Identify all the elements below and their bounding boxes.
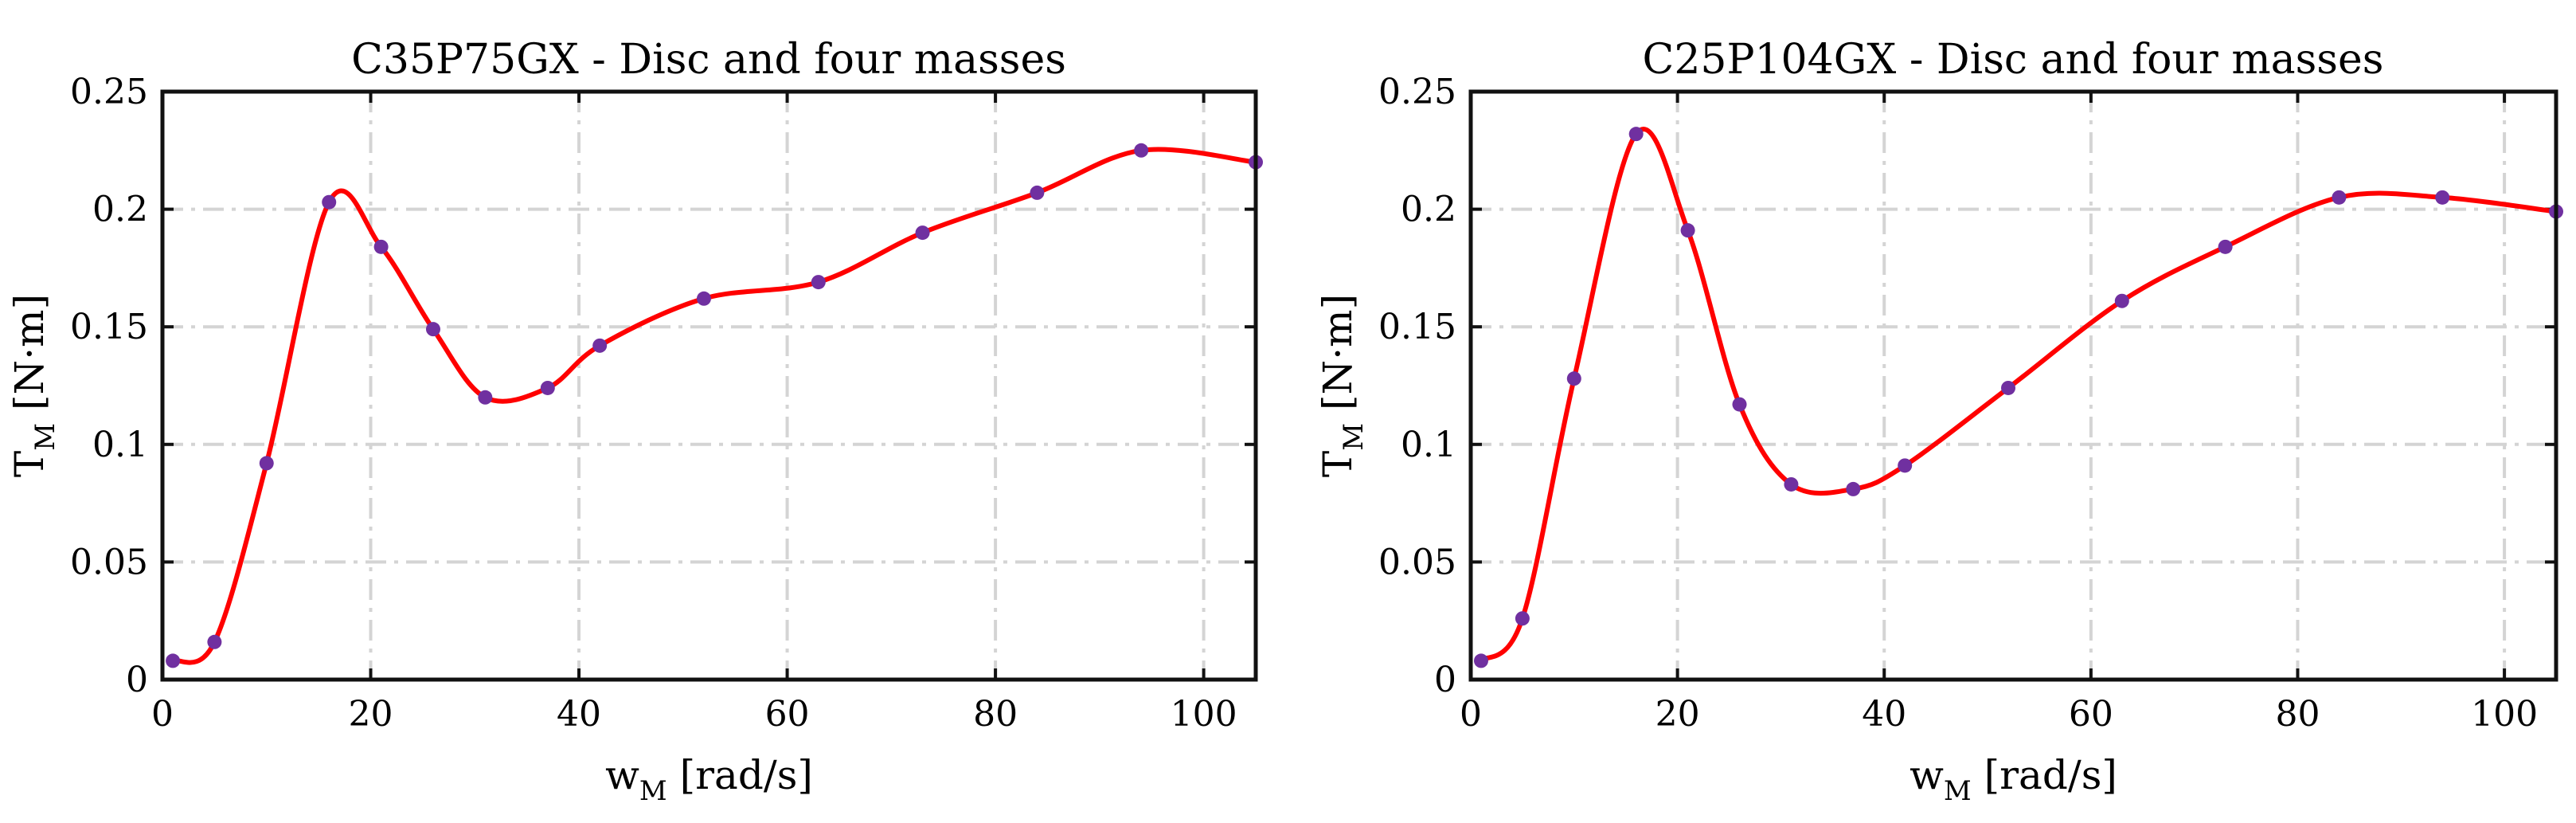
series-line xyxy=(1479,127,2556,664)
x-tick-label: 60 xyxy=(2069,694,2113,735)
data-point-4 xyxy=(322,194,337,210)
plot-frame xyxy=(160,89,1258,682)
x-tick-label: 80 xyxy=(2275,694,2320,735)
data-point-3 xyxy=(1566,371,1581,386)
data-point-2 xyxy=(1515,611,1530,626)
data-point-10 xyxy=(696,291,711,306)
series-line xyxy=(170,147,1256,665)
y-axis-label: TM [N·m] xyxy=(6,294,61,477)
y-tick-label: 0.25 xyxy=(1378,72,1456,112)
data-point-5 xyxy=(373,239,389,254)
data-point-7 xyxy=(478,390,493,405)
y-tick-label: 0.15 xyxy=(70,307,148,347)
y-tick-label: 0.25 xyxy=(70,72,148,112)
y-axis-label: TM [N·m] xyxy=(1315,294,1370,477)
data-point-11 xyxy=(811,275,826,290)
y-tick-label: 0.05 xyxy=(1378,542,1456,582)
y-tick-label: 0.2 xyxy=(92,190,148,230)
y-tick-label: 0.15 xyxy=(1378,307,1456,347)
data-point-6 xyxy=(425,322,440,337)
data-point-7 xyxy=(1784,476,1799,492)
y-tick-label: 0.05 xyxy=(70,542,148,582)
x-tick-label: 80 xyxy=(973,694,1018,735)
x-tick-label: 0 xyxy=(151,694,174,735)
plot-frame xyxy=(1468,89,2558,682)
data-point-2 xyxy=(207,634,222,649)
data-point-4 xyxy=(1628,127,1644,142)
chart-panel-1: 0 20 40 60 80 100 0 0.05 0.1 0.15 0.2 0.25 C35P75GX … xyxy=(6,36,1263,807)
y-tick-label: 0.1 xyxy=(1401,425,1456,465)
x-axis-label: wM [rad/s] xyxy=(605,752,813,807)
chart-title: C35P75GX - Disc and four masses xyxy=(351,36,1066,84)
data-point-3 xyxy=(259,456,274,471)
data-point-12 xyxy=(915,225,930,241)
data-point-1 xyxy=(1473,653,1488,668)
data-point-13 xyxy=(2332,190,2347,205)
chart-panel-2: 0 20 40 60 80 100 0 0.05 0.1 0.15 0.2 0.25 C25P104GX… xyxy=(1315,36,2563,807)
x-tick-label: 40 xyxy=(1862,694,1906,735)
x-tick-label: 100 xyxy=(1171,694,1237,735)
x-tick-label: 20 xyxy=(349,694,393,735)
x-tick-label: 100 xyxy=(2471,694,2538,735)
y-tick-label: 0.2 xyxy=(1401,190,1456,230)
data-point-14 xyxy=(2435,190,2450,205)
data-point-14 xyxy=(1134,143,1149,158)
y-tick-label: 0 xyxy=(126,660,148,700)
chart-title: C25P104GX - Disc and four masses xyxy=(1643,36,2384,84)
data-point-8 xyxy=(540,380,555,395)
x-tick-label: 20 xyxy=(1655,694,1700,735)
data-point-13 xyxy=(1030,185,1045,200)
x-tick-label: 0 xyxy=(1460,694,1482,735)
data-point-9 xyxy=(1898,458,1913,473)
x-axis-label: wM [rad/s] xyxy=(1910,752,2117,807)
data-point-12 xyxy=(2218,239,2233,254)
data-point-11 xyxy=(2114,293,2129,308)
data-point-1 xyxy=(166,653,181,668)
y-tick-label: 0 xyxy=(1434,660,1456,700)
data-point-10 xyxy=(2001,380,2016,395)
data-point-9 xyxy=(592,338,608,353)
x-tick-label: 60 xyxy=(765,694,810,735)
data-point-5 xyxy=(1680,223,1695,238)
x-tick-label: 40 xyxy=(557,694,601,735)
data-point-8 xyxy=(1846,481,1861,496)
data-point-6 xyxy=(1732,397,1747,412)
y-tick-label: 0.1 xyxy=(92,425,148,465)
